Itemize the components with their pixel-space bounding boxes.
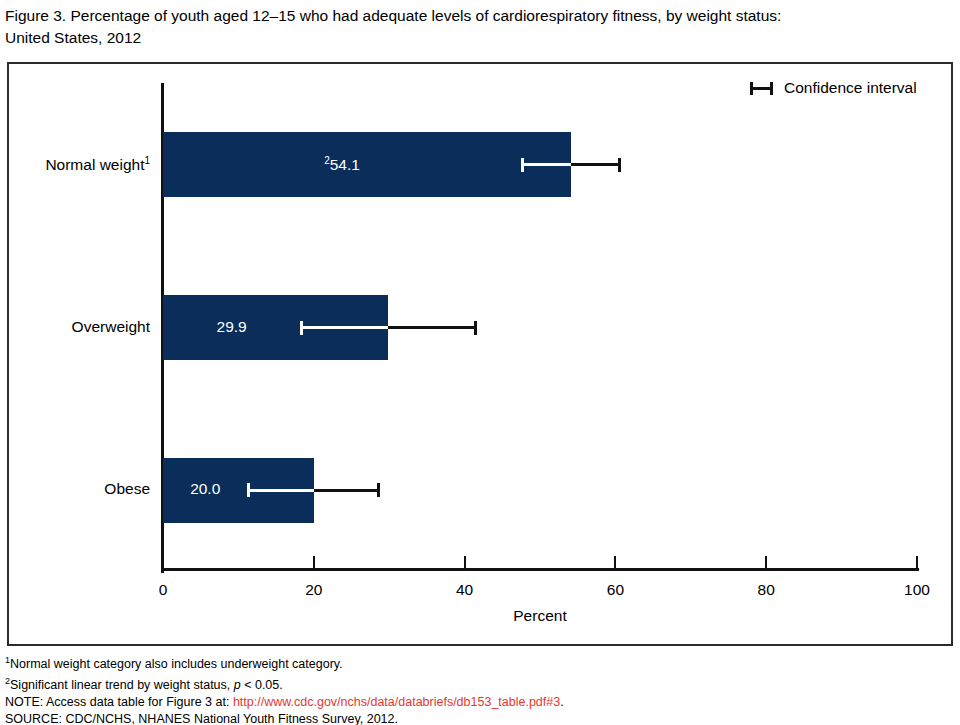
x-axis	[161, 568, 919, 571]
x-tick-label-20: 20	[284, 581, 344, 599]
footnote-source: SOURCE: CDC/NCHS, NHANES National Youth …	[5, 711, 955, 725]
x-tick-label-60: 60	[585, 581, 645, 599]
x-tick-20	[313, 556, 315, 568]
ci-line-inner-2	[247, 489, 313, 492]
footnote-2: 2Significant linear trend by weight stat…	[5, 673, 955, 694]
bar-value-2: 20.0	[160, 480, 250, 498]
category-label-1: Overweight	[0, 318, 150, 336]
figure-title-line1: Figure 3. Percentage of youth aged 12–15…	[5, 5, 955, 27]
footnote-note: NOTE: Access data table for Figure 3 at:…	[5, 694, 955, 711]
ci-cap-high-0	[618, 158, 621, 172]
figure-title: Figure 3. Percentage of youth aged 12–15…	[5, 5, 955, 49]
x-tick-label-0: 0	[133, 581, 193, 599]
confidence-interval-icon	[750, 82, 773, 95]
ci-line-outer-0	[571, 163, 621, 166]
legend-label: Confidence interval	[784, 79, 917, 97]
bar-value-1: 29.9	[187, 318, 277, 336]
x-axis-title: Percent	[480, 607, 600, 625]
footnote-1: 1Normal weight category also includes un…	[5, 652, 955, 673]
ci-cap-low-2	[247, 483, 250, 497]
ci-line-inner-0	[521, 163, 571, 166]
category-label-0: Normal weight1	[0, 155, 150, 174]
x-tick-label-100: 100	[887, 581, 947, 599]
footnotes: 1Normal weight category also includes un…	[5, 652, 955, 725]
x-tick-80	[765, 556, 767, 568]
x-tick-40	[464, 556, 466, 568]
x-tick-60	[614, 556, 616, 568]
ci-cap-high-1	[474, 321, 477, 335]
category-label-2: Obese	[0, 480, 150, 498]
x-tick-label-80: 80	[736, 581, 796, 599]
legend: Confidence interval	[750, 78, 917, 98]
ci-line-outer-1	[388, 326, 476, 329]
ci-line-inner-1	[300, 326, 388, 329]
x-tick-100	[916, 556, 918, 568]
data-table-link[interactable]: http://www.cdc.gov/nchs/data/databriefs/…	[233, 695, 560, 709]
figure-title-line2: United States, 2012	[5, 27, 955, 49]
x-tick-label-40: 40	[435, 581, 495, 599]
ci-line-outer-2	[314, 489, 380, 492]
ci-cap-high-2	[377, 483, 380, 497]
bar-value-0: 254.1	[297, 155, 387, 174]
ci-cap-low-0	[521, 158, 524, 172]
ci-cap-low-1	[300, 321, 303, 335]
figure-3-chart-page: Figure 3. Percentage of youth aged 12–15…	[0, 0, 960, 725]
